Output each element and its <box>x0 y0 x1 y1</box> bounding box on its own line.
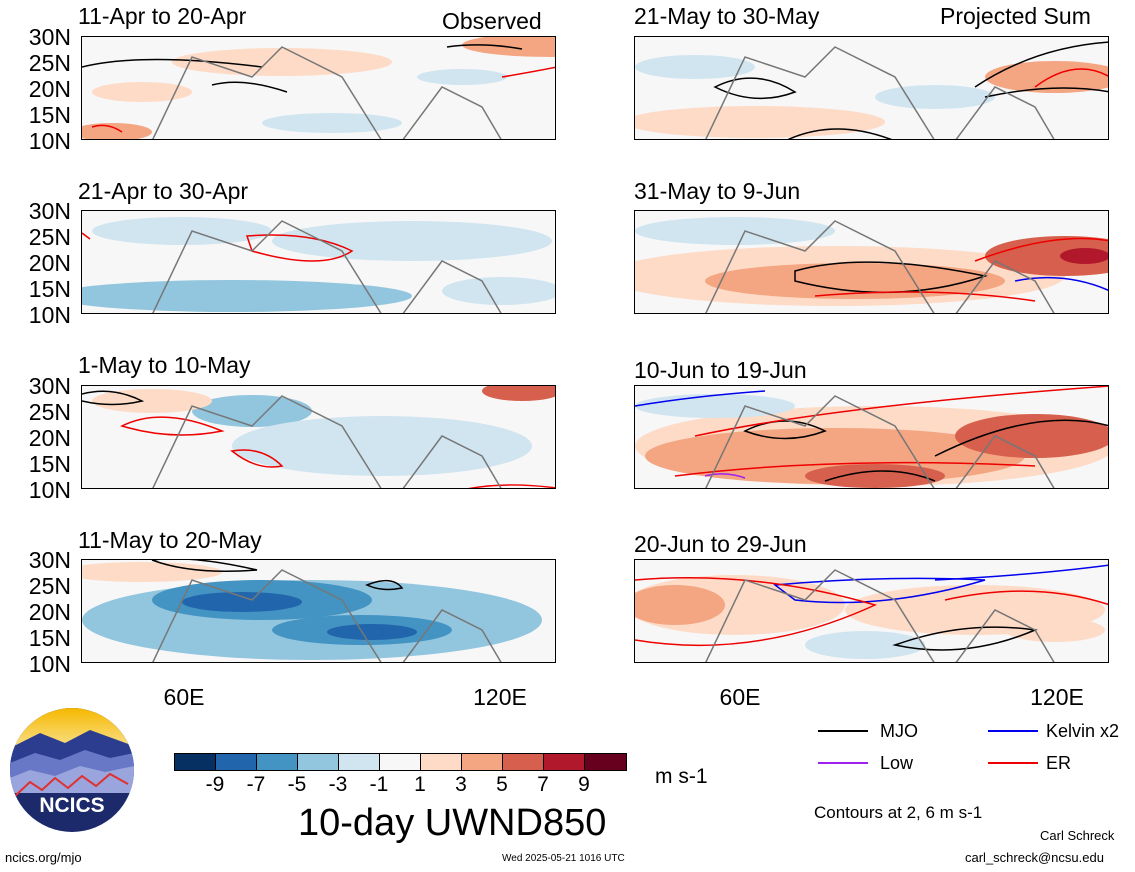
colorbar-tick: -9 <box>205 773 225 796</box>
figure-title: 10-day UWND850 <box>298 802 607 844</box>
legend-er-label: ER <box>1046 753 1072 773</box>
map-panel-right-4 <box>634 559 1109 663</box>
footer-url[interactable]: ncics.org/mjo <box>5 850 82 865</box>
panel-right-4-title: 20-Jun to 29-Jun <box>634 531 807 557</box>
colorbar-tick: 5 <box>496 773 508 796</box>
lat-tick: 10N <box>28 302 71 328</box>
map-panel-right-3 <box>634 385 1109 489</box>
lat-tick: 30N <box>28 198 71 224</box>
panel-left-4-title: 11-May to 20-May <box>78 527 262 553</box>
map-panel-left-3 <box>81 385 556 489</box>
legend-low-line <box>818 762 868 764</box>
map-panel-left-1 <box>81 36 556 140</box>
panel-left-1-title: 11-Apr to 20-Apr <box>78 3 247 29</box>
lat-tick: 10N <box>28 128 71 154</box>
lat-tick: 10N <box>28 651 71 677</box>
colorbar-tick: 1 <box>414 773 426 796</box>
colorbar-cell <box>174 753 216 771</box>
map-panel-right-1 <box>634 36 1109 140</box>
colorbar-cell <box>461 753 503 771</box>
colorbar-tick: 3 <box>455 773 467 796</box>
map-panel-left-2 <box>81 210 556 314</box>
lat-tick: 20N <box>28 599 71 625</box>
lat-tick: 25N <box>28 224 71 250</box>
lon-tick-right-120e: 120E <box>1030 684 1084 710</box>
legend-mjo-label: MJO <box>880 721 918 741</box>
lat-tick: 15N <box>28 276 71 302</box>
panel-left-3-title: 1-May to 10-May <box>78 352 251 378</box>
lat-tick: 15N <box>28 625 71 651</box>
observed-label: Observed <box>442 8 542 34</box>
lat-tick: 30N <box>28 373 71 399</box>
colorbar-tick: -1 <box>369 773 389 796</box>
legend-kelvin-label: Kelvin x2 <box>1046 721 1120 741</box>
panel-left-2-title: 21-Apr to 30-Apr <box>78 178 249 204</box>
colorbar-tick: -3 <box>328 773 348 796</box>
lat-tick: 20N <box>28 250 71 276</box>
footer-email[interactable]: carl_schreck@ncsu.edu <box>965 850 1104 865</box>
ncics-logo: NCICS <box>10 708 134 832</box>
lat-tick: 30N <box>28 24 71 50</box>
colorbar-cell <box>502 753 544 771</box>
panel-right-2-title: 31-May to 9-Jun <box>634 178 801 204</box>
legend-mjo-line <box>818 730 868 732</box>
projected-label: Projected Sum <box>940 3 1091 29</box>
map-panel-right-2 <box>634 210 1109 314</box>
logo-text: NCICS <box>39 794 105 817</box>
contour-note: Contours at 2, 6 m s-1 <box>814 803 983 822</box>
colorbar-tick: -5 <box>287 773 307 796</box>
colorbar-cell <box>379 753 421 771</box>
units-label: m s-1 <box>655 765 708 788</box>
lat-tick: 20N <box>28 76 71 102</box>
panel-right-1-title: 21-May to 30-May <box>634 3 820 29</box>
lat-tick: 25N <box>28 573 71 599</box>
panel-right-3-title: 10-Jun to 19-Jun <box>634 357 807 383</box>
lat-tick: 10N <box>28 477 71 503</box>
map-panel-left-4 <box>81 559 556 663</box>
lat-tick: 25N <box>28 50 71 76</box>
colorbar <box>174 753 627 771</box>
colorbar-tick: -7 <box>246 773 266 796</box>
colorbar-tick: 9 <box>578 773 590 796</box>
lat-tick: 20N <box>28 425 71 451</box>
legend-low-label: Low <box>880 753 914 773</box>
colorbar-cell <box>297 753 339 771</box>
colorbar-cell <box>338 753 380 771</box>
footer-author: Carl Schreck <box>1040 828 1115 843</box>
legend-er-line <box>988 762 1038 764</box>
logo-mountains-icon <box>10 708 134 797</box>
lon-tick-right-60e: 60E <box>719 684 761 710</box>
colorbar-cell <box>420 753 462 771</box>
lat-tick: 25N <box>28 399 71 425</box>
lat-tick: 15N <box>28 451 71 477</box>
legend-kelvin-line <box>988 730 1038 732</box>
lon-tick-left-60e: 60E <box>163 684 205 710</box>
colorbar-tick: 7 <box>537 773 549 796</box>
colorbar-cell <box>584 753 627 771</box>
lon-tick-left-120e: 120E <box>473 684 527 710</box>
colorbar-cell <box>215 753 257 771</box>
colorbar-cell <box>543 753 585 771</box>
footer-timestamp: Wed 2025-05-21 1016 UTC <box>502 853 625 864</box>
lat-tick: 30N <box>28 547 71 573</box>
lat-tick: 15N <box>28 102 71 128</box>
colorbar-cell <box>256 753 298 771</box>
